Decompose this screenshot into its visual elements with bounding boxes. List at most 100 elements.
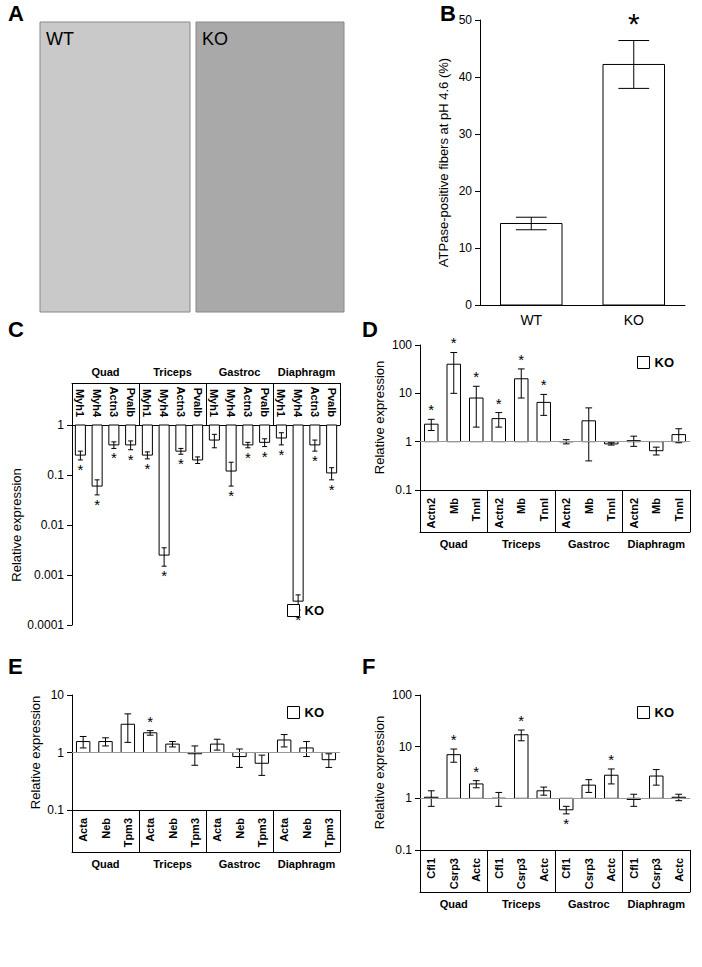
svg-text:Neb: Neb bbox=[234, 818, 246, 839]
svg-text:Mb: Mb bbox=[650, 498, 662, 514]
svg-text:*: * bbox=[608, 751, 614, 768]
svg-text:1: 1 bbox=[405, 435, 412, 449]
svg-text:KO: KO bbox=[305, 603, 325, 618]
svg-text:Tpm3: Tpm3 bbox=[323, 818, 335, 847]
svg-text:Cfl1: Cfl1 bbox=[493, 858, 505, 879]
svg-text:Myh4: Myh4 bbox=[91, 389, 103, 418]
svg-text:WT: WT bbox=[46, 29, 74, 49]
svg-text:Cfl1: Cfl1 bbox=[560, 858, 572, 879]
svg-text:Neb: Neb bbox=[301, 818, 313, 839]
svg-text:Csrp3: Csrp3 bbox=[583, 858, 595, 889]
svg-text:0.0001: 0.0001 bbox=[27, 618, 64, 632]
svg-text:Actn3: Actn3 bbox=[309, 386, 321, 417]
svg-text:Tpm3: Tpm3 bbox=[189, 818, 201, 847]
svg-text:Actc: Actc bbox=[538, 858, 550, 882]
svg-text:Pvalb: Pvalb bbox=[192, 388, 204, 418]
svg-text:Quad: Quad bbox=[91, 858, 119, 870]
svg-text:*: * bbox=[428, 401, 434, 418]
svg-text:Actn2: Actn2 bbox=[560, 498, 572, 529]
svg-text:Myh1: Myh1 bbox=[74, 389, 86, 417]
svg-text:Triceps: Triceps bbox=[502, 898, 541, 910]
svg-text:C: C bbox=[8, 317, 24, 342]
svg-text:Csrp3: Csrp3 bbox=[650, 858, 662, 889]
svg-text:Actn3: Actn3 bbox=[108, 386, 120, 417]
svg-text:*: * bbox=[451, 731, 457, 748]
svg-text:Tpm3: Tpm3 bbox=[256, 818, 268, 847]
svg-text:KO: KO bbox=[305, 705, 325, 720]
svg-text:B: B bbox=[440, 1, 456, 26]
svg-text:TnnI: TnnI bbox=[605, 498, 617, 521]
svg-text:Myh4: Myh4 bbox=[225, 389, 237, 418]
svg-text:WT: WT bbox=[520, 312, 542, 328]
svg-text:Acta: Acta bbox=[211, 817, 223, 842]
svg-text:Relative expression: Relative expression bbox=[372, 361, 387, 474]
svg-text:Pvalb: Pvalb bbox=[125, 388, 137, 418]
svg-text:10: 10 bbox=[51, 688, 65, 702]
svg-text:Actc: Actc bbox=[605, 858, 617, 882]
svg-text:*: * bbox=[541, 376, 547, 393]
svg-text:*: * bbox=[111, 449, 117, 466]
svg-text:E: E bbox=[8, 654, 23, 679]
svg-text:*: * bbox=[147, 713, 153, 730]
svg-text:100: 100 bbox=[392, 688, 412, 702]
svg-text:Actn2: Actn2 bbox=[628, 498, 640, 529]
svg-text:*: * bbox=[473, 763, 479, 780]
svg-text:Diaphragm: Diaphragm bbox=[628, 898, 686, 910]
svg-text:*: * bbox=[128, 451, 134, 468]
svg-text:*: * bbox=[228, 487, 234, 504]
svg-text:Myh4: Myh4 bbox=[292, 389, 304, 418]
svg-text:1: 1 bbox=[57, 418, 64, 432]
svg-text:0.001: 0.001 bbox=[34, 568, 64, 582]
svg-text:Diaphragm: Diaphragm bbox=[278, 366, 336, 378]
svg-text:10: 10 bbox=[459, 241, 473, 255]
svg-text:Gastroc: Gastroc bbox=[219, 858, 261, 870]
svg-text:Relative expression: Relative expression bbox=[372, 716, 387, 829]
svg-text:Acta: Acta bbox=[144, 817, 156, 842]
svg-text:*: * bbox=[518, 351, 524, 368]
svg-text:F: F bbox=[362, 654, 375, 679]
svg-text:0.1: 0.1 bbox=[47, 468, 64, 482]
svg-text:Actn2: Actn2 bbox=[425, 498, 437, 529]
svg-text:Diaphragm: Diaphragm bbox=[278, 858, 336, 870]
svg-text:Gastroc: Gastroc bbox=[568, 898, 610, 910]
svg-text:Pvalb: Pvalb bbox=[259, 388, 271, 418]
svg-text:Triceps: Triceps bbox=[153, 366, 192, 378]
svg-text:Relative expression: Relative expression bbox=[28, 696, 43, 809]
svg-text:Mb: Mb bbox=[583, 498, 595, 514]
svg-text:Mb: Mb bbox=[515, 498, 527, 514]
svg-text:*: * bbox=[473, 368, 479, 385]
svg-text:Diaphragm: Diaphragm bbox=[628, 538, 686, 550]
svg-text:*: * bbox=[518, 712, 524, 729]
svg-text:*: * bbox=[278, 446, 284, 463]
svg-text:*: * bbox=[563, 815, 569, 832]
svg-text:*: * bbox=[161, 567, 167, 584]
svg-text:*: * bbox=[144, 460, 150, 477]
svg-text:100: 100 bbox=[392, 338, 412, 352]
svg-text:Myh1: Myh1 bbox=[141, 389, 153, 417]
svg-text:Actn2: Actn2 bbox=[493, 498, 505, 529]
svg-text:*: * bbox=[451, 334, 457, 351]
svg-text:20: 20 bbox=[459, 184, 473, 198]
svg-text:KO: KO bbox=[624, 312, 644, 328]
svg-text:Pvalb: Pvalb bbox=[326, 388, 338, 418]
svg-text:Tpm3: Tpm3 bbox=[122, 818, 134, 847]
svg-text:Neb: Neb bbox=[100, 818, 112, 839]
svg-text:Actn3: Actn3 bbox=[175, 386, 187, 417]
svg-text:Myh1: Myh1 bbox=[275, 389, 287, 417]
svg-text:10: 10 bbox=[399, 740, 413, 754]
svg-text:Triceps: Triceps bbox=[153, 858, 192, 870]
svg-text:*: * bbox=[329, 481, 335, 498]
svg-text:*: * bbox=[262, 448, 268, 465]
svg-text:KO: KO bbox=[202, 29, 228, 49]
svg-text:Gastroc: Gastroc bbox=[219, 366, 261, 378]
svg-text:Cfl1: Cfl1 bbox=[425, 858, 437, 879]
svg-text:0: 0 bbox=[465, 298, 472, 312]
svg-text:50: 50 bbox=[459, 13, 473, 27]
svg-text:KO: KO bbox=[655, 355, 675, 370]
svg-text:1: 1 bbox=[57, 746, 64, 760]
svg-text:Gastroc: Gastroc bbox=[568, 538, 610, 550]
svg-text:TnnI: TnnI bbox=[673, 498, 685, 521]
svg-text:30: 30 bbox=[459, 127, 473, 141]
svg-text:KO: KO bbox=[655, 705, 675, 720]
svg-text:Mb: Mb bbox=[448, 498, 460, 514]
